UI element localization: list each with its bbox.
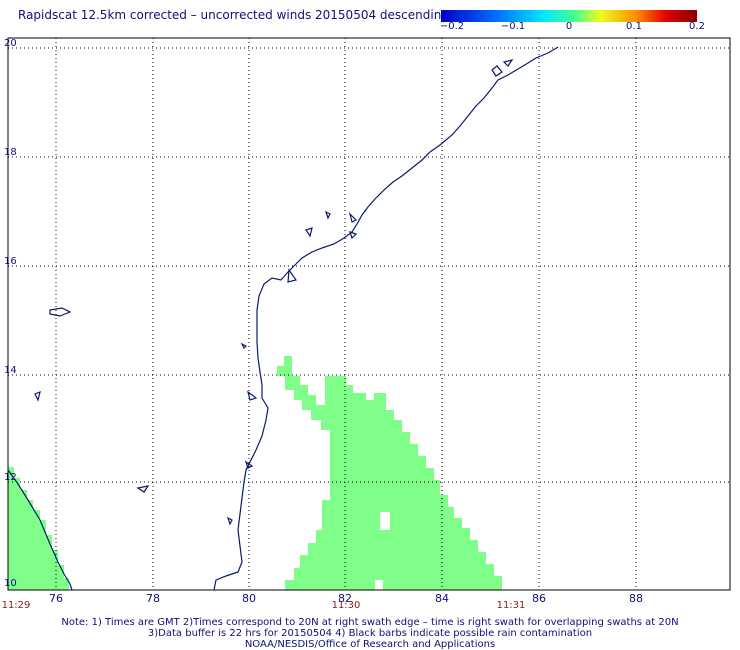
y-axis-label: 14 — [4, 365, 17, 376]
colorbar-label: −0.1 — [500, 21, 526, 32]
coastline-detail — [136, 485, 150, 493]
coastline-detail — [305, 227, 313, 238]
time-label: 11:29 — [1, 600, 31, 611]
coastline-detail — [287, 268, 297, 283]
colorbar-label: 0.2 — [689, 21, 705, 32]
coastline-detail — [247, 390, 258, 401]
wind-difference-swath — [8, 356, 502, 590]
note-line: 3)Data buffer is 22 hrs for 20150504 4) … — [147, 628, 593, 639]
coastline-detail — [502, 59, 514, 67]
colorbar-label: 0 — [565, 21, 573, 32]
colorbar-label: 0.1 — [626, 21, 642, 32]
sri-lanka-coast — [7, 469, 73, 591]
x-axis-label: 82 — [338, 592, 352, 605]
y-axis-label: 20 — [4, 38, 17, 49]
coastline-detail — [240, 342, 248, 350]
y-axis-label: 10 — [4, 578, 17, 589]
note-line: Note: 1) Times are GMT 2)Times correspon… — [61, 617, 679, 628]
coastline-detail — [49, 307, 72, 317]
coastline — [7, 46, 559, 591]
grid — [8, 38, 730, 590]
coastline-detail — [349, 231, 358, 240]
y-axis-label: 12 — [4, 472, 17, 483]
y-axis-label: 16 — [4, 256, 17, 267]
coastline-detail — [226, 516, 233, 526]
x-axis-label: 76 — [49, 592, 63, 605]
x-axis-label: 80 — [242, 592, 256, 605]
credit-line: NOAA/NESDIS/Office of Research and Appli… — [244, 639, 496, 650]
time-label: 11:31 — [496, 600, 526, 611]
x-axis-label: 78 — [146, 592, 160, 605]
coastline-detail — [34, 391, 41, 402]
colorbar-label: −0.2 — [439, 21, 465, 32]
x-axis-label: 84 — [435, 592, 449, 605]
coastline-detail — [244, 460, 254, 469]
y-axis-label: 18 — [4, 147, 17, 158]
x-axis-label: 86 — [532, 592, 546, 605]
coastline-detail — [491, 65, 503, 77]
swath-main — [277, 356, 502, 590]
coastline-detail — [324, 210, 331, 220]
map-title: Rapidscat 12.5km corrected – uncorrected… — [18, 8, 449, 22]
x-axis-label: 88 — [629, 592, 643, 605]
time-label: 11:30 — [331, 600, 361, 611]
swath-left — [8, 467, 69, 590]
coastline-detail — [348, 212, 358, 223]
colorbar — [441, 10, 697, 22]
coastline-east-india — [213, 46, 559, 591]
plot-frame — [7, 37, 731, 591]
